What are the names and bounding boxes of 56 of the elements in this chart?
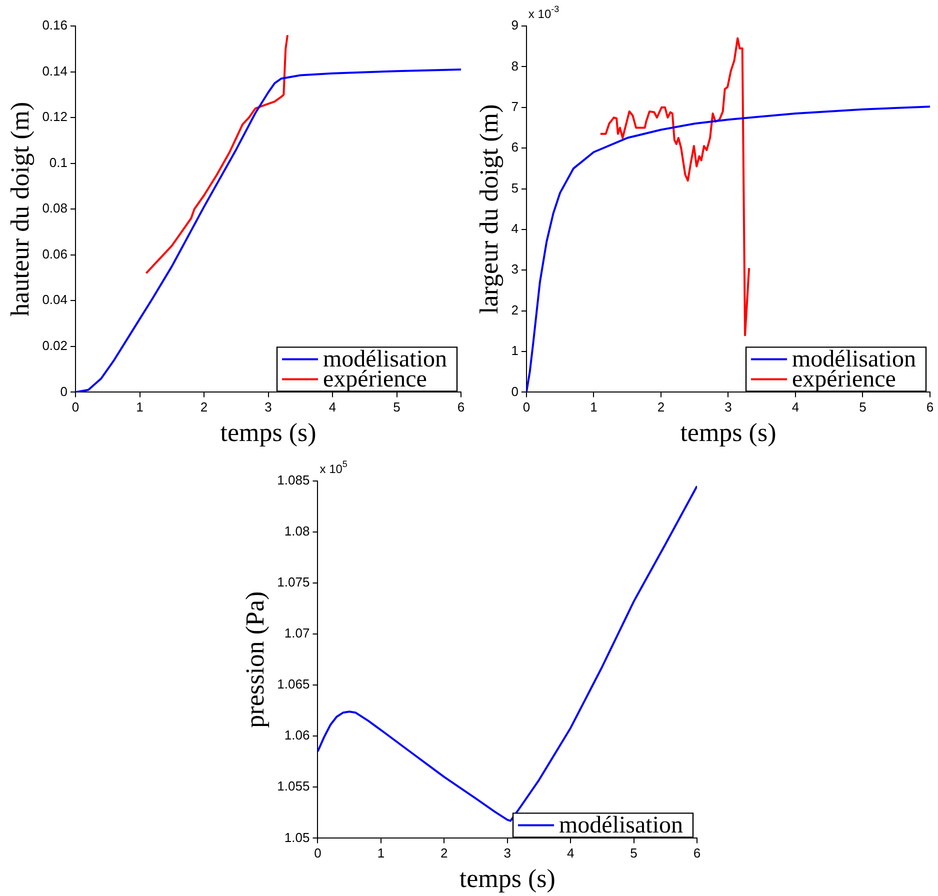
x-tick-label: 3 <box>724 400 732 415</box>
y-tick-label: 0.1 <box>49 154 68 170</box>
x-axis-title: temps (s) <box>680 418 776 448</box>
y-tick-label: 1.05 <box>284 830 310 845</box>
x-tick-label: 4 <box>566 846 574 861</box>
x-tick-label: 4 <box>792 400 800 415</box>
x-tick-label: 1 <box>136 400 144 415</box>
y-tick-label: 0.16 <box>42 18 68 33</box>
y-tick-label: 2 <box>511 302 518 318</box>
y-tick-label: 1.065 <box>277 676 310 692</box>
y-tick-label: 6 <box>511 140 518 155</box>
y-tick-label: 1.075 <box>277 574 310 590</box>
x-tick-label: 0 <box>314 846 322 861</box>
y-tick-label: 0 <box>511 384 518 399</box>
x-tick-label: 2 <box>200 400 208 415</box>
y-tick-label: 3 <box>511 262 518 277</box>
y-tick-label: 4 <box>511 221 518 236</box>
legend-label: modélisation <box>559 812 683 838</box>
x-tick-label: 1 <box>377 846 385 861</box>
x-tick-label: 4 <box>328 400 336 415</box>
y-tick-label: 0.06 <box>42 246 68 262</box>
y-tick-label: 7 <box>511 98 518 114</box>
x-axis-title: temps (s) <box>459 864 556 894</box>
x-tick-label: 6 <box>926 400 934 415</box>
y-tick-label: 0 <box>60 384 68 399</box>
x-tick-label: 5 <box>630 846 638 861</box>
x-tick-label: 1 <box>590 400 598 415</box>
y-axis-title: largeur du doigt (m) <box>474 104 504 314</box>
x-tick-label: 3 <box>264 400 272 415</box>
x-axis-title: temps (s) <box>220 418 316 448</box>
x-tick-label: 0 <box>522 400 530 415</box>
y-tick-label: 0.14 <box>42 63 68 78</box>
y-tick-label: 0.08 <box>42 200 68 216</box>
y-tick-label: 0.02 <box>42 338 68 354</box>
y-tick-label: 1.06 <box>284 728 310 743</box>
y-axis-title: pression (Pa) <box>240 591 270 728</box>
x-tick-label: 6 <box>693 846 701 861</box>
y-tick-label: 1 <box>511 343 518 358</box>
x-tick-label: 5 <box>393 400 400 415</box>
y-tick-label: 1.085 <box>277 472 310 488</box>
x-tick-label: 0 <box>72 400 80 415</box>
x-tick-label: 2 <box>440 846 448 861</box>
x-tick-label: 2 <box>657 400 665 415</box>
legend-label: expérience <box>792 366 896 392</box>
y-tick-label: 0.12 <box>42 109 68 124</box>
y-tick-label: 9 <box>511 18 518 33</box>
y-axis-title: hauteur du doigt (m) <box>5 102 34 316</box>
x-tick-label: 6 <box>457 400 465 415</box>
x-tick-label: 5 <box>859 400 866 415</box>
y-tick-label: 0.04 <box>42 292 68 308</box>
y-tick-label: 1.055 <box>277 778 310 794</box>
y-tick-label: 1.08 <box>284 524 310 539</box>
y-tick-label: 8 <box>511 58 518 74</box>
legend-label: expérience <box>323 366 427 392</box>
y-tick-label: 5 <box>511 180 518 196</box>
y-tick-label: 1.07 <box>284 626 310 641</box>
